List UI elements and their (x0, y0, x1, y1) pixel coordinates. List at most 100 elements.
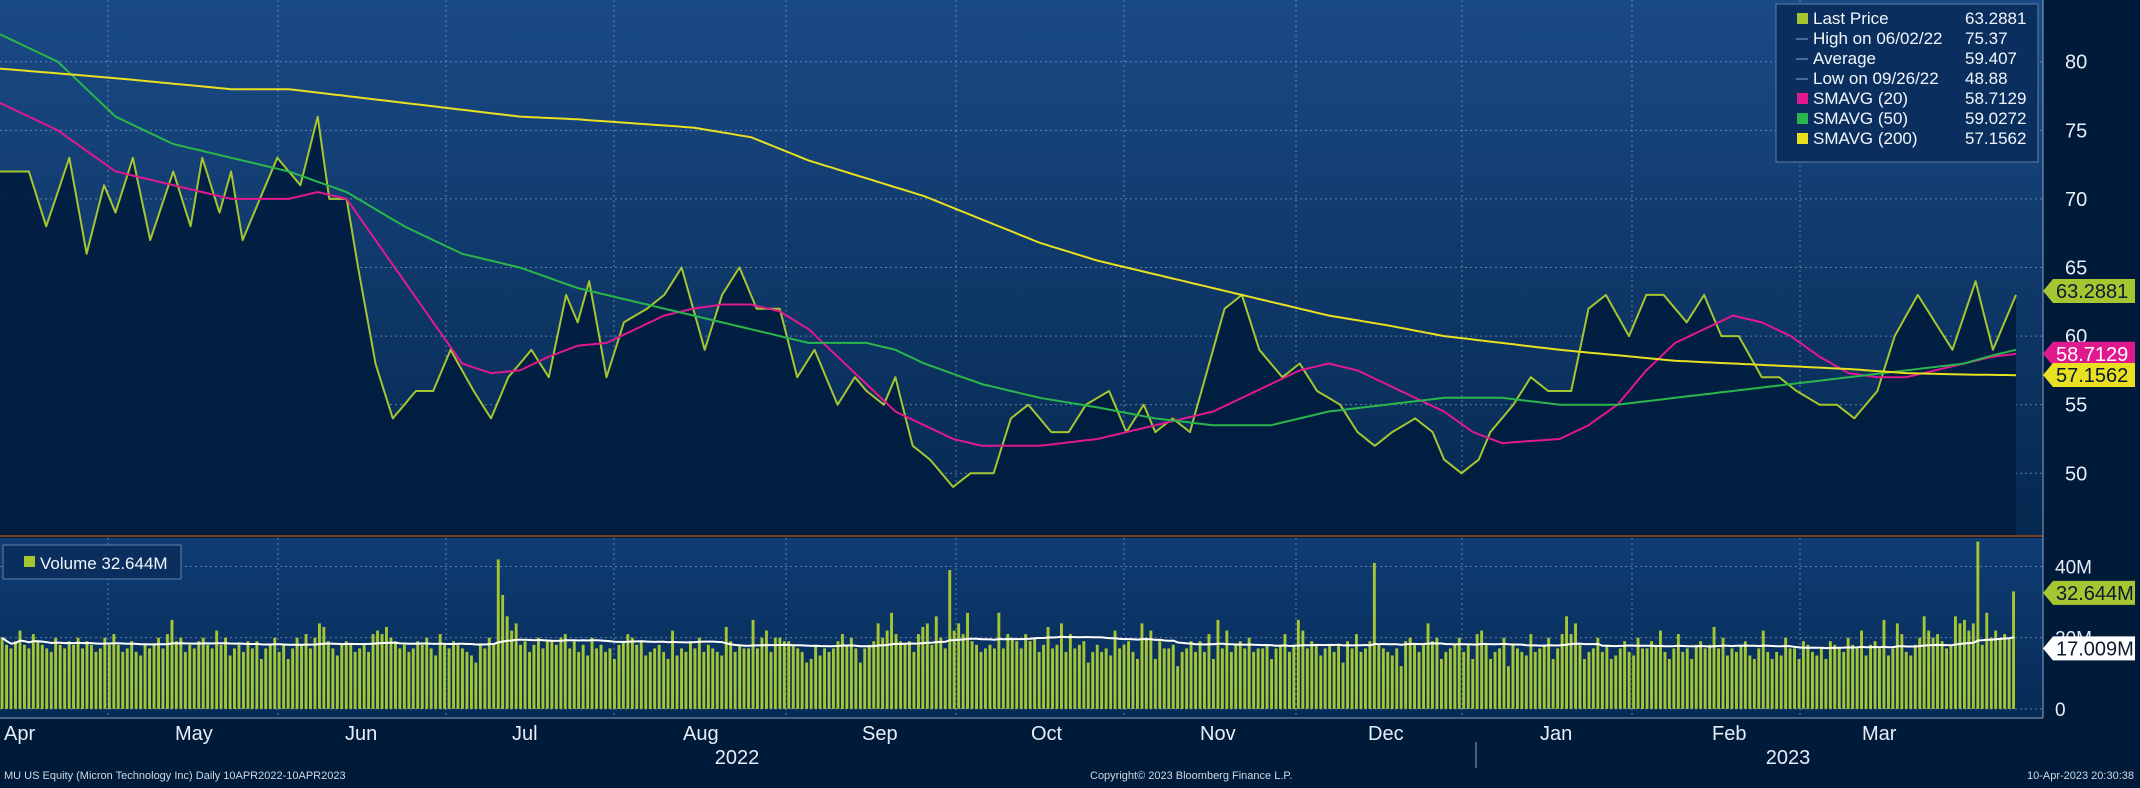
volume-bar (242, 651, 245, 709)
volume-bar (1323, 648, 1327, 709)
volume-bar (943, 648, 947, 709)
volume-bar (1980, 644, 1984, 709)
volume-bar (318, 623, 321, 709)
svg-text:SMAVG (20): SMAVG (20) (1813, 89, 1908, 108)
volume-bar (1676, 634, 1680, 709)
volume-bar (492, 644, 496, 709)
volume-bar (1051, 648, 1054, 709)
x-tick-label-dec: Dec (1368, 723, 1404, 745)
volume-bar (773, 637, 777, 709)
volume-bar (1127, 641, 1130, 709)
volume-bar (31, 634, 35, 709)
series-line-last-price (0, 115, 2017, 488)
volume-bar (653, 648, 657, 709)
volume-bar (586, 655, 590, 709)
price-y-tick-label: 75 (2065, 120, 2087, 142)
volume-bar (1596, 637, 1600, 709)
volume-bar (1699, 641, 1703, 709)
volume-bar (496, 559, 500, 709)
volume-bar (639, 641, 643, 709)
volume-bar (1077, 644, 1081, 709)
volume-bar (1976, 541, 1980, 709)
volume-bar (858, 662, 862, 709)
volume-bar (197, 641, 201, 709)
volume-bar (85, 641, 89, 709)
volume-bar (166, 634, 169, 709)
volume-bar (1922, 616, 1926, 709)
volume-bar (1985, 612, 1989, 709)
volume-bar (0, 637, 4, 709)
svg-text:48.88: 48.88 (1965, 69, 2008, 88)
volume-bar (630, 637, 634, 709)
volume-bar (1131, 651, 1135, 709)
volume-bar (1247, 637, 1251, 709)
volume-bar (1404, 641, 1408, 709)
volume-bar (993, 648, 996, 709)
volume-bar (523, 641, 527, 709)
volume-bar (1873, 641, 1877, 709)
volume-bar (1869, 644, 1872, 709)
volume-bar (1395, 648, 1399, 709)
volume-bar (1663, 651, 1667, 709)
volume-bar (1305, 648, 1309, 709)
volume-bar (40, 644, 44, 709)
volume-bar (711, 648, 715, 709)
volume-bar (1614, 655, 1618, 709)
volume-bar (1229, 651, 1233, 709)
volume-bar (1578, 644, 1582, 709)
volume-bar (1895, 623, 1899, 709)
volume-bar (429, 648, 433, 709)
volume-bar (1784, 637, 1788, 709)
volume-bar (863, 648, 867, 709)
volume-bar (1989, 637, 1993, 709)
volume-bar (1019, 648, 1023, 709)
volume-bar (1185, 648, 1189, 709)
volume-bar (443, 644, 446, 709)
volume-bar (1797, 659, 1801, 709)
volume-bar (912, 651, 916, 709)
svg-text:75.37: 75.37 (1965, 29, 2008, 48)
svg-text:17.009M: 17.009M (2056, 638, 2134, 660)
volume-bar (1113, 630, 1117, 709)
volume-bar (228, 655, 232, 709)
volume-bar (1743, 641, 1747, 709)
volume-bar (1748, 655, 1752, 709)
volume-bar (545, 641, 549, 709)
volume-bar (1158, 641, 1162, 709)
x-tick-label-may: May (175, 723, 213, 745)
volume-bar (1618, 648, 1622, 709)
volume-bar (894, 634, 898, 709)
volume-bar (519, 644, 522, 709)
volume-bar (702, 651, 706, 709)
series-lines (0, 33, 2017, 488)
svg-text:SMAVG (200): SMAVG (200) (1813, 129, 1918, 148)
volume-bar (867, 644, 871, 709)
volume-bar (107, 644, 111, 709)
volume-bar (1694, 644, 1698, 709)
volume-bar (1891, 648, 1895, 709)
svg-text:Low on 09/26/22: Low on 09/26/22 (1813, 69, 1939, 88)
volume-bar (1542, 644, 1546, 709)
volume-bar (49, 651, 53, 709)
volume-bar (259, 659, 263, 709)
volume-bar (1283, 634, 1287, 709)
volume-bar (1310, 641, 1314, 709)
volume-bar (621, 641, 625, 709)
volume-bar (1422, 644, 1425, 709)
volume-bar (809, 659, 813, 709)
volume-bar (599, 644, 603, 709)
volume-bar (1811, 651, 1814, 709)
svg-text:Volume 32.644M: Volume 32.644M (40, 554, 168, 573)
volume-bar (1480, 630, 1484, 709)
volume-bar (657, 644, 661, 709)
x-tick-label-feb: Feb (1712, 723, 1746, 745)
volume-bar (1591, 648, 1595, 709)
volume-bar (407, 651, 411, 709)
volume-bar (14, 641, 17, 709)
volume-bar (1587, 651, 1591, 709)
volume-bar (1703, 648, 1707, 709)
volume-bar (1645, 648, 1649, 709)
volume-bar (604, 651, 607, 709)
volume-y-tick-label: 0 (2055, 700, 2066, 721)
